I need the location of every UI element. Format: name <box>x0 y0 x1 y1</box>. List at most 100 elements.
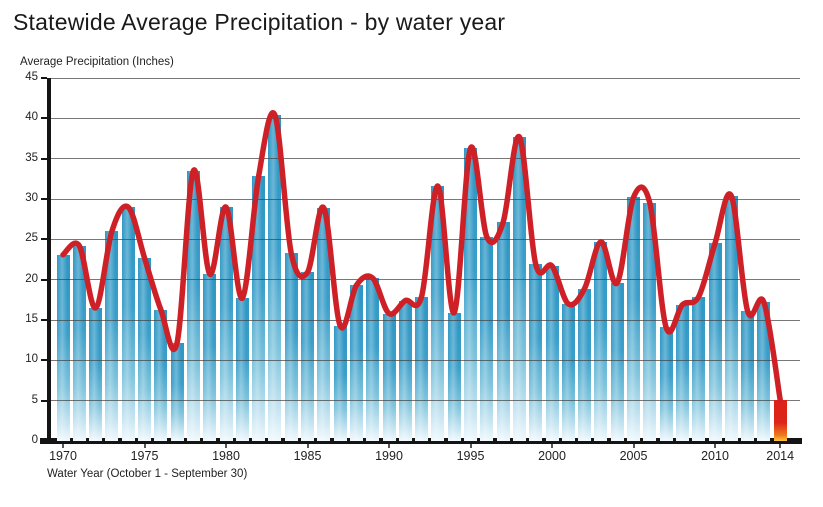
bar-1987 <box>333 325 347 441</box>
y-tick-40 <box>41 117 47 120</box>
bar-1973 <box>105 231 119 441</box>
trend-line-path <box>60 110 783 403</box>
y-tick-label-45: 45 <box>25 71 38 83</box>
x-tick-1995 <box>469 444 472 448</box>
bar-1979 <box>203 274 217 441</box>
gridline-35 <box>51 158 800 160</box>
bar-2012 <box>741 311 755 441</box>
bar-1988 <box>349 285 363 441</box>
bar-1978 <box>186 170 200 441</box>
bar-1999 <box>529 264 543 441</box>
bar-1972 <box>89 307 103 441</box>
x-axis-title: Water Year (October 1 - September 30) <box>47 468 248 480</box>
bar-1980 <box>219 207 233 441</box>
bar-1995 <box>464 148 477 441</box>
x-tick-label-2005: 2005 <box>619 449 648 463</box>
bar-1975 <box>138 257 151 441</box>
bar-1984 <box>284 253 298 441</box>
bar-1971 <box>72 245 86 441</box>
bar-1997 <box>496 222 510 441</box>
y-tick-label-15: 15 <box>25 313 38 325</box>
x-tick-label-1980: 1980 <box>212 449 240 463</box>
bar-2013 <box>757 302 771 441</box>
y-axis-line <box>47 78 51 444</box>
x-tick-1970 <box>62 444 64 448</box>
bar-1994 <box>447 312 461 441</box>
bar-2005 <box>627 197 640 441</box>
plot-area <box>51 77 800 441</box>
y-tick-0 <box>41 440 47 442</box>
bar-1990 <box>382 313 396 441</box>
y-tick-15 <box>41 319 47 321</box>
bar-2009 <box>692 296 706 441</box>
bar-2006 <box>643 203 657 441</box>
x-tick-1985 <box>306 444 309 448</box>
x-tick-1990 <box>388 444 390 448</box>
x-tick-2005 <box>632 444 635 448</box>
y-tick-label-35: 35 <box>25 151 38 164</box>
x-tick-label-2010: 2010 <box>701 449 729 463</box>
x-tick-label-1990: 1990 <box>375 449 403 463</box>
bar-2014 <box>773 399 787 441</box>
x-tick-1980 <box>225 444 227 448</box>
bar-1996 <box>480 236 494 441</box>
bar-2000 <box>545 265 559 441</box>
x-tick-label-1970: 1970 <box>49 449 77 463</box>
y-tick-label-10: 10 <box>25 353 38 366</box>
y-tick-45 <box>41 77 47 79</box>
bar-2004 <box>610 282 624 441</box>
x-tick-label-2014: 2014 <box>766 449 795 463</box>
bar-2001 <box>561 303 575 441</box>
bar-1992 <box>415 296 429 441</box>
y-tick-label-30: 30 <box>25 192 38 204</box>
x-tick-2010 <box>714 444 716 448</box>
bar-1986 <box>317 207 331 441</box>
trend-line <box>60 110 783 403</box>
gridline-45 <box>51 77 800 79</box>
x-axis-line <box>40 438 802 444</box>
bar-2008 <box>675 304 689 441</box>
x-tick-label-2000: 2000 <box>538 449 566 463</box>
y-tick-20 <box>41 278 47 281</box>
x-tick-label-1975: 1975 <box>130 449 159 463</box>
x-tick-2000 <box>551 444 553 448</box>
bar-1982 <box>252 176 266 441</box>
gridline-5 <box>51 400 800 402</box>
bar-1974 <box>121 207 135 441</box>
y-axis-title: Average Precipitation (Inches) <box>20 56 174 68</box>
x-tick-label-1995: 1995 <box>456 449 485 463</box>
bar-1977 <box>170 342 184 441</box>
x-tick-label-1985: 1985 <box>293 449 322 463</box>
y-tick-label-20: 20 <box>25 272 38 285</box>
gridline-40 <box>51 117 800 119</box>
bar-2010 <box>708 243 722 441</box>
gridline-15 <box>51 319 800 321</box>
bar-1985 <box>301 272 314 441</box>
x-tick-1975 <box>143 444 146 448</box>
y-tick-label-5: 5 <box>31 393 38 406</box>
gridline-10 <box>51 359 800 361</box>
y-tick-5 <box>41 399 47 402</box>
bar-2007 <box>659 327 673 441</box>
bar-2011 <box>724 195 738 441</box>
y-tick-30 <box>41 198 47 200</box>
bar-1991 <box>398 300 412 441</box>
chart-title: Statewide Average Precipitation - by wat… <box>13 9 506 35</box>
gridline-30 <box>51 198 800 200</box>
x-tick-2014 <box>779 444 782 448</box>
bar-1983 <box>268 115 282 441</box>
bar-1998 <box>512 136 526 441</box>
bar-1970 <box>56 254 70 441</box>
bar-2002 <box>578 288 592 441</box>
y-tick-35 <box>41 157 47 160</box>
y-tick-label-25: 25 <box>25 232 38 245</box>
bar-1993 <box>431 186 445 441</box>
y-tick-label-0: 0 <box>31 434 38 446</box>
gridline-25 <box>51 238 800 240</box>
y-tick-25 <box>41 238 47 241</box>
bar-1976 <box>154 309 168 441</box>
y-tick-label-40: 40 <box>25 111 38 124</box>
bar-2003 <box>594 241 608 441</box>
bar-1981 <box>235 298 249 441</box>
